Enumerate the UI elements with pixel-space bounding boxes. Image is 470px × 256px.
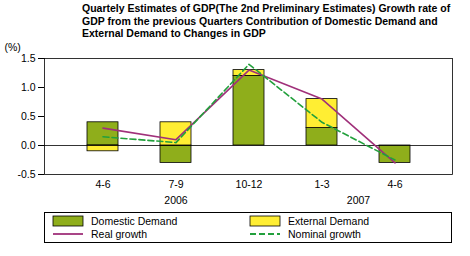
svg-text:1-3: 1-3 <box>314 177 329 189</box>
html-text:Quartely Estimates of GDP(The: Quartely Estimates of GDP(The 2nd Prelim… <box>82 2 451 39</box>
html-text:Real growth: Real growth <box>91 227 147 240</box>
svg-text:2006: 2006 <box>164 193 188 205</box>
html-text:External Demand: External Demand <box>288 214 370 227</box>
svg-text:1.0: 1.0 <box>21 80 36 92</box>
svg-text:2007: 2007 <box>347 193 371 205</box>
svg-text:0.0: 0.0 <box>21 138 36 150</box>
html-text:Nominal growth: Nominal growth <box>288 227 361 240</box>
svg-text:1.5: 1.5 <box>21 51 36 63</box>
svg-text:4-6: 4-6 <box>387 177 402 189</box>
svg-text:4-6: 4-6 <box>95 177 110 189</box>
html-text:Domestic Demand: Domestic Demand <box>91 214 178 227</box>
svg-text:-0.5: -0.5 <box>17 167 35 179</box>
svg-text:(%): (%) <box>5 40 21 52</box>
svg-text:0.5: 0.5 <box>21 109 36 121</box>
svg-text:7-9: 7-9 <box>168 177 183 189</box>
svg-text:10-12: 10-12 <box>236 177 263 189</box>
